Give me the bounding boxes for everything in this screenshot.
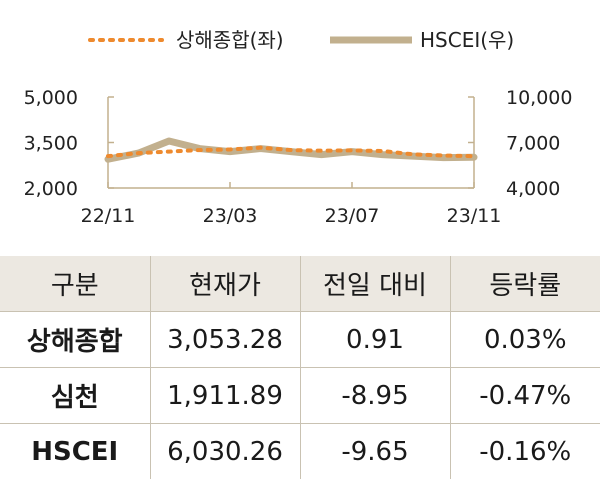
x-tick-label: 23/03 (203, 205, 258, 227)
line-chart: 상해종합(좌) HSCEI(우) 5,000 3,500 2,000 10,000 7,00… (24, 28, 573, 227)
legend-label-shanghai: 상해종합(좌) (176, 28, 284, 52)
y-right-tick-label: 4,000 (506, 178, 560, 200)
y-right-tick-label: 10,000 (506, 87, 572, 109)
row-label: 상해종합 (26, 327, 123, 357)
change-value: -9.65 (299, 423, 450, 479)
table-row: HSCEI 6,030.26 -9.65 -0.16% (0, 423, 600, 479)
header-current-price: 현재가 (149, 256, 300, 312)
chart-area: 상해종합(좌) HSCEI(우) 5,000 3,500 2,000 10,000 7,00… (24, 28, 573, 227)
current-price: 6,030.26 (149, 423, 300, 479)
change-rate: -0.47% (449, 367, 600, 424)
change-rate: -0.16% (449, 423, 600, 479)
change-value: -8.95 (299, 367, 450, 424)
x-tick-label: 23/07 (325, 205, 380, 227)
x-tick-label: 23/11 (447, 205, 502, 227)
row-label: HSCEI (31, 436, 119, 467)
stats-table-area: 구분 현재가 전일 대비 등락률 상해종합 3,053.28 0.91 0.03… (0, 256, 600, 480)
y-left-tick-label: 5,000 (24, 87, 78, 109)
y-left-tick-label: 2,000 (24, 178, 78, 200)
y-left-tick-label: 3,500 (24, 133, 78, 155)
current-price: 1,911.89 (149, 367, 300, 424)
x-tick-label: 22/11 (81, 205, 136, 227)
y-right-tick-label: 7,000 (506, 133, 560, 155)
current-price: 3,053.28 (149, 311, 300, 368)
change-rate: 0.03% (449, 311, 600, 368)
legend-label-hscei: HSCEI(우) (420, 28, 514, 52)
row-label: 심천 (50, 383, 99, 413)
stats-table: 구분 현재가 전일 대비 등락률 상해종합 3,053.28 0.91 0.03… (0, 256, 600, 479)
table-row: 심천 1,911.89 -8.95 -0.47% (0, 367, 600, 424)
header-change: 전일 대비 (299, 256, 450, 312)
series-line-shanghai (106, 145, 476, 159)
table-row: 상해종합 3,053.28 0.91 0.03% (0, 311, 600, 368)
change-value: 0.91 (299, 311, 450, 368)
table-header-row: 구분 현재가 전일 대비 등락률 (0, 256, 600, 312)
header-category: 구분 (0, 256, 150, 312)
header-change-rate: 등락률 (449, 256, 600, 312)
